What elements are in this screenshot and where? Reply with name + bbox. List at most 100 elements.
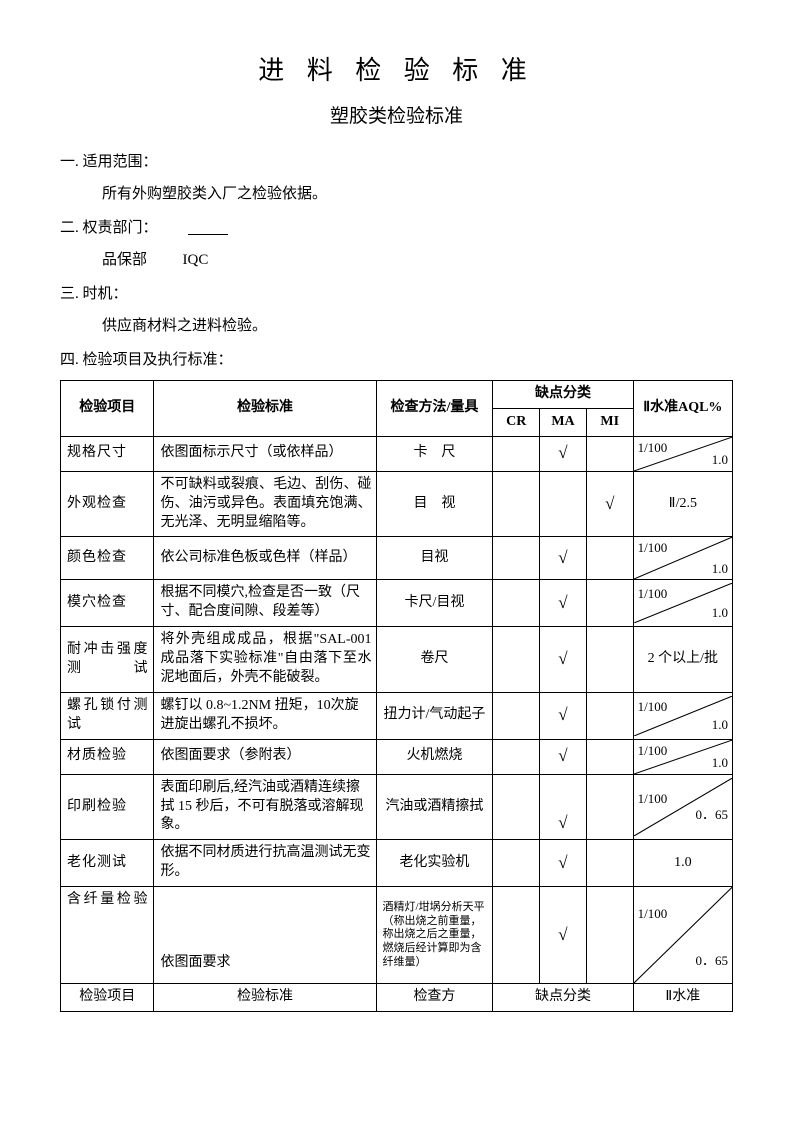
aql-top: 1/100 xyxy=(638,790,668,808)
underline-decoration xyxy=(188,234,228,235)
section-3-body: 供应商材料之进料检验。 xyxy=(60,314,733,338)
cell-method: 卡尺/目视 xyxy=(376,580,493,627)
table-row: 颜色检查 依公司标准色板或色样（样品） 目视 √ 1/100 1.0 xyxy=(61,537,733,580)
cell-item: 老化测试 xyxy=(61,840,154,887)
th-ma: MA xyxy=(540,408,587,436)
section-1-body: 所有外购塑胶类入厂之检验依据。 xyxy=(60,182,733,206)
cell-mi xyxy=(586,692,633,739)
table-row: 材质检验 依图面要求（参附表） 火机燃烧 √ 1/100 1.0 xyxy=(61,739,733,774)
cell-mi xyxy=(586,774,633,840)
cell-item: 外观检查 xyxy=(61,471,154,537)
table-row: 螺孔锁付测试 螺钉以 0.8~1.2NM 扭矩，10次旋进旋出螺孔不损坏。 扭力… xyxy=(61,692,733,739)
cell-std: 依图面标示尺寸（或依样品） xyxy=(154,436,376,471)
th-defect-group: 缺点分类 xyxy=(493,380,633,408)
section-2-body: 品保部 IQC xyxy=(60,248,733,272)
cell-method: 卡 尺 xyxy=(376,436,493,471)
section-2-head: 二. 权责部门： xyxy=(60,216,733,240)
cell-mi xyxy=(586,840,633,887)
cell-cr xyxy=(493,580,540,627)
cell-ma xyxy=(540,471,587,537)
check-icon: √ xyxy=(558,746,567,765)
section-1-head: 一. 适用范围： xyxy=(60,150,733,174)
cell-cr xyxy=(493,436,540,471)
cell-mi xyxy=(586,537,633,580)
cell-item: 规格尺寸 xyxy=(61,436,154,471)
aql-bot: 1.0 xyxy=(712,604,728,622)
th-method: 检查方法/量具 xyxy=(376,380,493,436)
iqc-label: IQC xyxy=(183,252,209,268)
cell-ma: √ xyxy=(540,692,587,739)
cell-ma: √ xyxy=(540,436,587,471)
cell-ma: √ xyxy=(540,537,587,580)
cell-item: 模穴检查 xyxy=(61,580,154,627)
aql-top: 1/100 xyxy=(638,585,668,603)
cell-method: 卷尺 xyxy=(376,627,493,693)
cell-std: 表面印刷后,经汽油或酒精连续擦拭 15 秒后，不可有脱落或溶解现象。 xyxy=(154,774,376,840)
cell-std: 螺钉以 0.8~1.2NM 扭矩，10次旋进旋出螺孔不损坏。 xyxy=(154,692,376,739)
check-icon: √ xyxy=(558,705,567,724)
cell-std: 依图面要求（参附表） xyxy=(154,739,376,774)
aql-top: 1/100 xyxy=(638,539,668,557)
table-row: 老化测试 依据不同材质进行抗高温测试无变形。 老化实验机 √ 1.0 xyxy=(61,840,733,887)
aql-bot: 1.0 xyxy=(712,754,728,772)
aql-top: 1/100 xyxy=(638,905,668,923)
check-icon: √ xyxy=(558,593,567,612)
cell-item: 螺孔锁付测试 xyxy=(61,692,154,739)
cell-aql: 1/100 1.0 xyxy=(633,580,732,627)
cell-cr xyxy=(493,537,540,580)
cell-mi: √ xyxy=(586,471,633,537)
th-cr: CR xyxy=(493,408,540,436)
check-icon: √ xyxy=(558,853,567,872)
table-row: 印刷检验 表面印刷后,经汽油或酒精连续擦拭 15 秒后，不可有脱落或溶解现象。 … xyxy=(61,774,733,840)
check-icon: √ xyxy=(558,649,567,668)
table-row: 外观检查 不可缺料或裂痕、毛边、刮伤、碰伤、油污或异色。表面填充饱满、无光泽、无… xyxy=(61,471,733,537)
cell-aql: 1/100 1.0 xyxy=(633,436,732,471)
check-icon: √ xyxy=(558,443,567,462)
th-aql: Ⅱ水准AQL% xyxy=(633,380,732,436)
table-row: 规格尺寸 依图面标示尺寸（或依样品） 卡 尺 √ 1/100 1.0 xyxy=(61,436,733,471)
cell-cr xyxy=(493,774,540,840)
cell-std: 依公司标准色板或色样（样品） xyxy=(154,537,376,580)
cell-ma: √ xyxy=(540,774,587,840)
inspection-table: 检验项目 检验标准 检查方法/量具 缺点分类 Ⅱ水准AQL% CR MA MI … xyxy=(60,380,733,1012)
cell-cr xyxy=(493,692,540,739)
cell-aql: 2 个以上/批 xyxy=(633,627,732,693)
cell-method: 酒精灯/坩埚分析天平（称出烧之前重量，称出烧之后之重量，燃烧后经计算即为含纤维量… xyxy=(376,887,493,984)
aql-top: 1/100 xyxy=(638,742,668,760)
cell-cr xyxy=(493,840,540,887)
cell-mi xyxy=(586,739,633,774)
cell-cr xyxy=(493,887,540,984)
cell-aql: 1.0 xyxy=(633,840,732,887)
tf-method: 检查方 xyxy=(376,984,493,1012)
cell-ma: √ xyxy=(540,580,587,627)
cell-mi xyxy=(586,436,633,471)
cell-item: 耐冲击强度测试 xyxy=(61,627,154,693)
cell-item: 含纤量检验 xyxy=(61,887,154,984)
cell-method: 火机燃烧 xyxy=(376,739,493,774)
aql-bot: 0．65 xyxy=(695,806,728,824)
cell-std: 依据不同材质进行抗高温测试无变形。 xyxy=(154,840,376,887)
section-3-head: 三. 时机： xyxy=(60,282,733,306)
tf-standard: 检验标准 xyxy=(154,984,376,1012)
cell-mi xyxy=(586,627,633,693)
cell-ma: √ xyxy=(540,840,587,887)
aql-top: 1/100 xyxy=(638,439,668,457)
dept-label: 品保部 xyxy=(102,252,147,268)
page-title: 进 料 检 验 标 准 xyxy=(60,50,733,92)
cell-aql: Ⅱ/2.5 xyxy=(633,471,732,537)
check-icon: √ xyxy=(558,925,567,944)
cell-cr xyxy=(493,471,540,537)
cell-item: 印刷检验 xyxy=(61,774,154,840)
cell-std: 不可缺料或裂痕、毛边、刮伤、碰伤、油污或异色。表面填充饱满、无光泽、无明显缩陷等… xyxy=(154,471,376,537)
check-icon: √ xyxy=(605,494,614,513)
th-item: 检验项目 xyxy=(61,380,154,436)
cell-method: 老化实验机 xyxy=(376,840,493,887)
cell-std: 将外壳组成成品，根据"SAL-001 成品落下实验标准"自由落下至水泥地面后，外… xyxy=(154,627,376,693)
th-standard: 检验标准 xyxy=(154,380,376,436)
cell-method: 目视 xyxy=(376,537,493,580)
cell-item: 材质检验 xyxy=(61,739,154,774)
section-4-head: 四. 检验项目及执行标准： xyxy=(60,348,733,372)
cell-ma: √ xyxy=(540,887,587,984)
cell-std: 根据不同模穴,检查是否一致（尺寸、配合度间隙、段差等） xyxy=(154,580,376,627)
table-footer-row: 检验项目 检验标准 检查方 缺点分类 Ⅱ水准 xyxy=(61,984,733,1012)
